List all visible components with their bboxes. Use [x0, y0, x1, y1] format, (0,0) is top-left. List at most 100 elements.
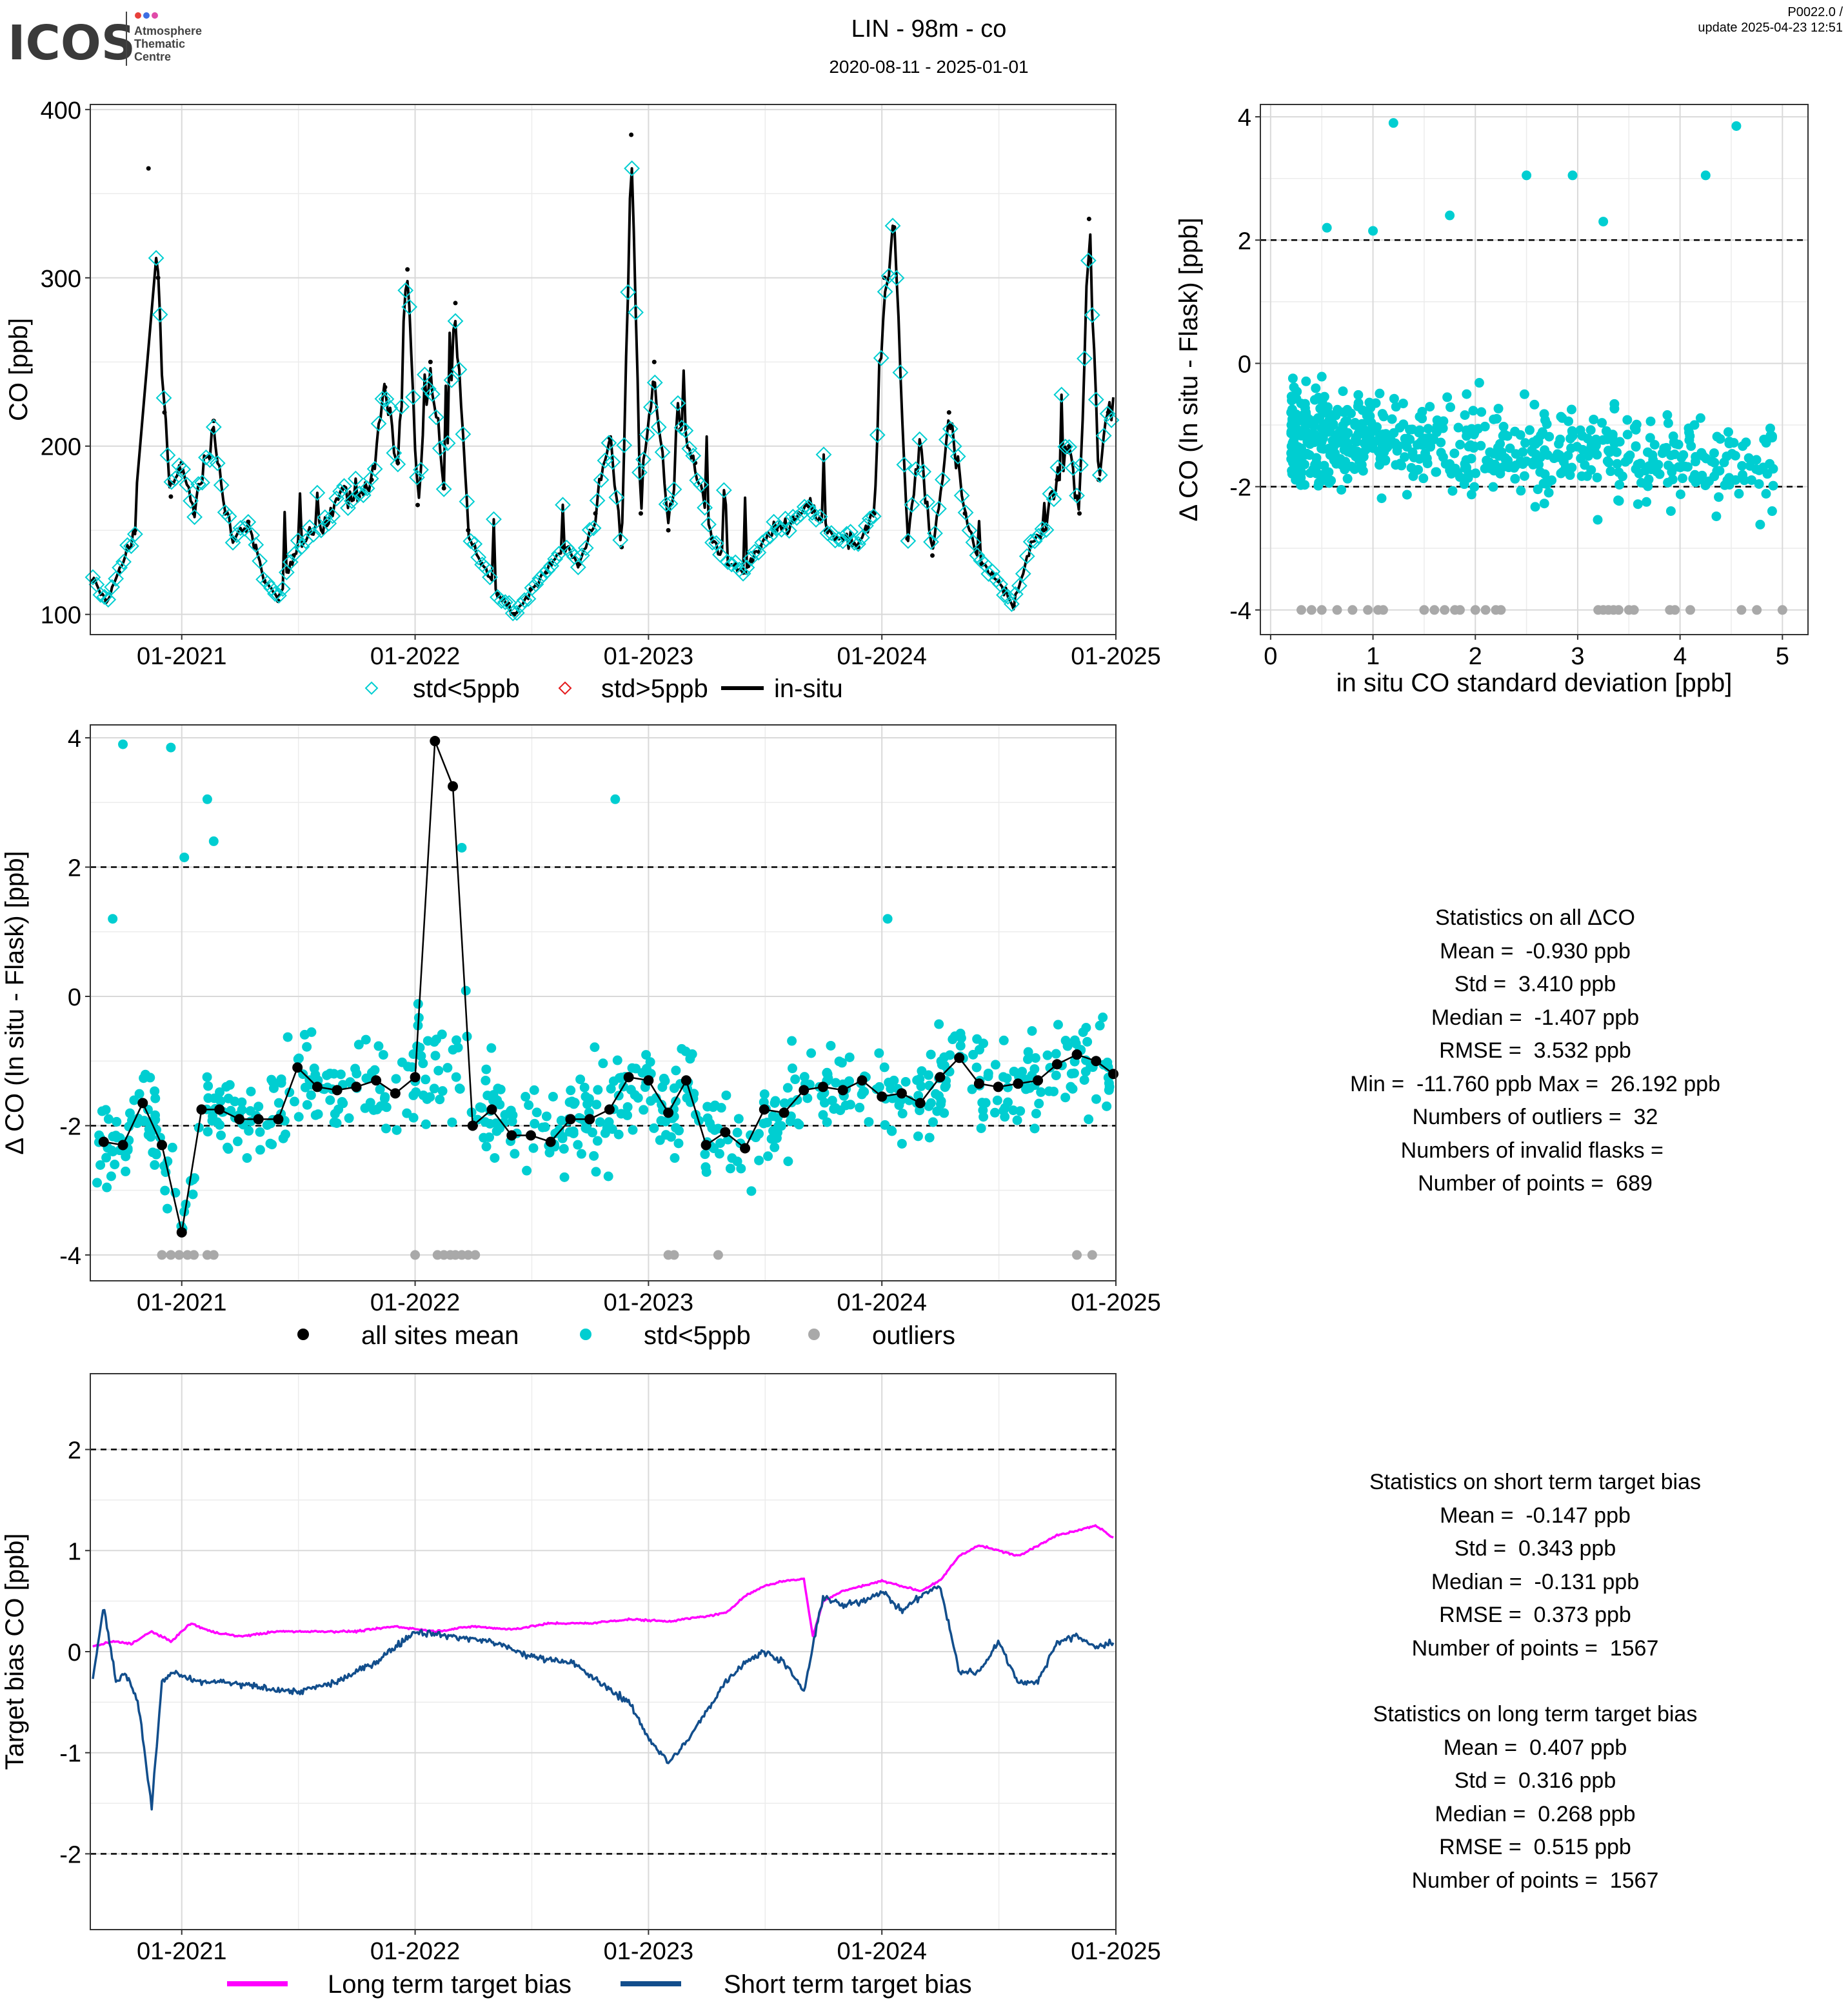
outlier-point	[1419, 605, 1429, 615]
data-point-std-lt-5ppb	[1287, 457, 1298, 468]
marker-std-lt-5ppb	[873, 350, 889, 366]
y-tick-label: 100	[41, 602, 81, 629]
data-point-std-lt-5ppb	[619, 1082, 629, 1092]
legend-label: Long term target bias	[328, 1970, 571, 1999]
data-point-std-lt-5ppb	[1334, 428, 1344, 438]
data-point-std-lt-5ppb	[1407, 447, 1418, 457]
marker-std-lt-5ppb	[697, 499, 713, 516]
marker-std-lt-5ppb	[861, 510, 878, 527]
data-point-std-lt-5ppb	[139, 1073, 149, 1083]
data-point-std-lt-5ppb	[1336, 437, 1346, 448]
marker-std-lt-5ppb	[670, 395, 686, 411]
marker-std-lt-5ppb	[115, 553, 132, 570]
all-sites-mean-point	[954, 1053, 965, 1063]
marker-std-lt-5ppb	[397, 282, 414, 299]
data-point-std-lt-5ppb	[188, 1189, 198, 1200]
data-point-std-lt-5ppb	[1723, 427, 1733, 437]
data-point-std-lt-5ppb	[202, 1072, 212, 1082]
data-point-std-lt-5ppb	[595, 1117, 605, 1127]
data-point-std-lt-5ppb	[1102, 1057, 1113, 1067]
marker-std-lt-5ppb	[628, 304, 644, 321]
all-sites-mean-point	[137, 1098, 148, 1109]
data-point-std-lt-5ppb	[1103, 1073, 1113, 1083]
data-point-std-lt-5ppb	[1331, 459, 1342, 469]
data-point-std-lt-5ppb	[1325, 450, 1335, 460]
data-point-std-lt-5ppb	[1663, 477, 1673, 488]
marker-std-lt-5ppb	[108, 570, 124, 587]
all-sites-mean-point	[915, 1098, 926, 1109]
data-point-std-lt-5ppb	[667, 1113, 677, 1123]
in-situ-point	[324, 519, 329, 524]
legend-key-std-lt-5ppb	[580, 1329, 591, 1340]
marker-std-lt-5ppb	[301, 519, 318, 536]
data-point-std-lt-5ppb	[1029, 1080, 1040, 1091]
outlier-point	[1373, 605, 1383, 615]
data-point-std-lt-5ppb	[245, 1106, 255, 1116]
data-point-std-lt-5ppb	[1738, 441, 1748, 451]
data-point-std-lt-5ppb	[1654, 469, 1665, 479]
data-point-std-lt-5ppb	[1292, 386, 1302, 397]
data-point-std-lt-5ppb	[681, 1046, 691, 1056]
in-situ-point	[774, 528, 779, 533]
data-point-std-lt-5ppb	[1436, 437, 1446, 448]
data-point-std-lt-5ppb	[338, 1098, 348, 1109]
data-point-std-lt-5ppb	[486, 1043, 497, 1053]
data-point-std-lt-5ppb	[123, 1143, 133, 1154]
data-point-std-lt-5ppb	[1395, 459, 1406, 469]
data-point-std-lt-5ppb	[1586, 465, 1596, 475]
data-point-std-lt-5ppb	[418, 1090, 428, 1100]
data-point-std-lt-5ppb	[573, 1140, 583, 1150]
data-point-std-lt-5ppb	[139, 1116, 149, 1127]
in-situ-point	[593, 511, 598, 516]
all-sites-mean-point	[430, 736, 441, 747]
marker-std-lt-5ppb	[520, 591, 537, 607]
data-point-std-lt-5ppb	[1376, 493, 1387, 504]
data-point-std-lt-5ppb	[657, 1100, 667, 1110]
data-point-std-lt-5ppb	[1724, 473, 1734, 483]
y-tick-label: 2	[68, 855, 81, 882]
data-point-std-lt-5ppb	[1633, 499, 1643, 509]
data-point-std-lt-5ppb	[1015, 1106, 1026, 1116]
data-point-std-lt-5ppb	[1359, 438, 1369, 448]
data-point-std-lt-5ppb	[1053, 1020, 1063, 1030]
data-point-std-lt-5ppb	[759, 1097, 769, 1107]
data-point-std-lt-5ppb	[1686, 441, 1696, 451]
data-point-std-lt-5ppb	[613, 1091, 624, 1101]
data-point-std-lt-5ppb	[332, 1118, 342, 1128]
data-point-std-lt-5ppb	[302, 1100, 312, 1110]
data-point-std-lt-5ppb	[306, 1090, 316, 1100]
data-point-std-lt-5ppb	[1291, 410, 1302, 420]
data-point-std-lt-5ppb	[322, 1070, 332, 1080]
marker-std-lt-5ppb	[942, 420, 959, 437]
stats-rmse: RMSE = 0.515 ppb	[1439, 1835, 1631, 1859]
data-point-std-lt-5ppb	[106, 1145, 117, 1156]
data-point-std-lt-5ppb	[1296, 473, 1306, 483]
data-point-std-lt-5ppb	[1068, 1083, 1078, 1094]
all-sites-mean-point	[817, 1082, 828, 1092]
data-point-std-lt-5ppb	[1468, 406, 1478, 416]
in-situ-point	[162, 410, 167, 415]
data-point-std-lt-5ppb	[1449, 448, 1460, 459]
data-point-std-lt-5ppb	[943, 1065, 953, 1076]
data-point-std-lt-5ppb	[1104, 1085, 1114, 1095]
all-sites-mean-point	[779, 1107, 790, 1118]
data-point-std-lt-5ppb	[1436, 419, 1446, 430]
data-point-std-lt-5ppb	[1682, 462, 1693, 472]
all-sites-mean-point	[253, 1114, 264, 1125]
marker-std-lt-5ppb	[190, 476, 206, 493]
data-point-std-lt-5ppb	[146, 1132, 156, 1142]
marker-std-lt-5ppb	[616, 437, 633, 453]
data-point-std-lt-5ppb	[1540, 445, 1550, 455]
data-point-std-lt-5ppb	[1289, 420, 1299, 430]
data-point-std-lt-5ppb	[1356, 426, 1367, 437]
data-point-std-lt-5ppb	[1287, 448, 1297, 458]
data-point-std-lt-5ppb	[992, 1095, 1002, 1105]
data-point-std-lt-5ppb	[576, 1149, 586, 1159]
data-point-std-lt-5ppb	[1685, 431, 1695, 441]
data-point-std-lt-5ppb	[1351, 437, 1362, 447]
y-tick-label: 4	[1238, 104, 1251, 132]
data-point-std-lt-5ppb	[402, 1108, 412, 1118]
data-point-std-lt-5ppb	[1316, 371, 1327, 382]
data-point-std-lt-5ppb	[602, 1123, 612, 1133]
